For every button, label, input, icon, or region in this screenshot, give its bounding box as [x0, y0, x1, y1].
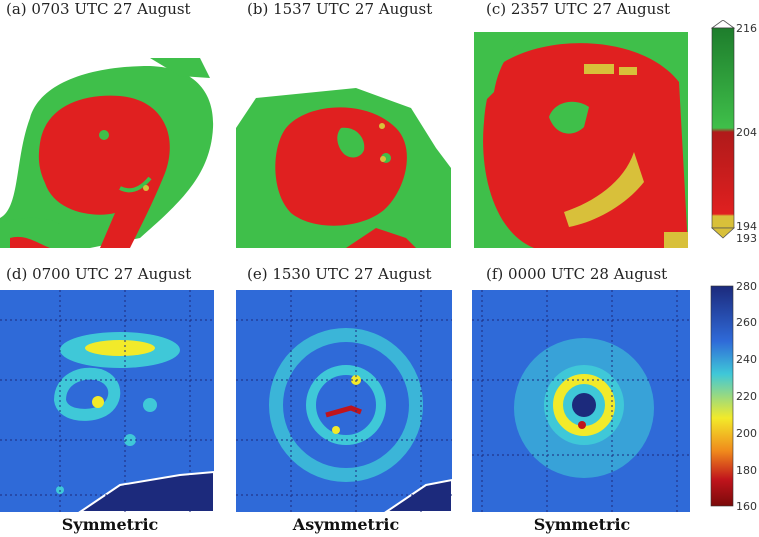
- colorbar-bottom-tick-180: 180: [736, 464, 757, 477]
- colorbar-bottom: [710, 285, 734, 507]
- panel-d-title: (d) 0700 UTC 27 August: [6, 265, 192, 283]
- colorbar-bottom-tick-200: 200: [736, 427, 757, 440]
- colorbar-top: [710, 20, 736, 239]
- panel-f-caption: Symmetric: [533, 515, 631, 534]
- panel-c-image: [474, 32, 688, 248]
- colorbar-top-tick-193: 193: [736, 232, 757, 245]
- colorbar-bottom-tick-280: 280: [736, 280, 757, 293]
- panel-f-title: (f) 0000 UTC 28 August: [486, 265, 668, 283]
- panel-b-image: [236, 88, 451, 248]
- colorbar-top-tick-194: 194: [736, 220, 757, 233]
- panel-a-image: [0, 38, 225, 248]
- panel-a-title: (a) 0703 UTC 27 August: [6, 0, 191, 18]
- panel-d-image: [0, 290, 214, 512]
- colorbar-bottom-tick-220: 220: [736, 390, 757, 403]
- colorbar-top-tick-204: 204: [736, 126, 757, 139]
- colorbar-bottom-tick-240: 240: [736, 353, 757, 366]
- panel-f-image: [472, 290, 690, 512]
- panel-e-caption: Asymmetric: [292, 515, 400, 534]
- panel-e-title: (e) 1530 UTC 27 August: [247, 265, 432, 283]
- colorbar-bottom-tick-160: 160: [736, 500, 757, 513]
- panel-d-caption: Symmetric: [61, 515, 159, 534]
- panel-c-title: (c) 2357 UTC 27 August: [486, 0, 671, 18]
- colorbar-top-tick-216: 216: [736, 22, 757, 35]
- panel-b-title: (b) 1537 UTC 27 August: [247, 0, 433, 18]
- panel-e-image: [236, 290, 452, 512]
- colorbar-bottom-tick-260: 260: [736, 316, 757, 329]
